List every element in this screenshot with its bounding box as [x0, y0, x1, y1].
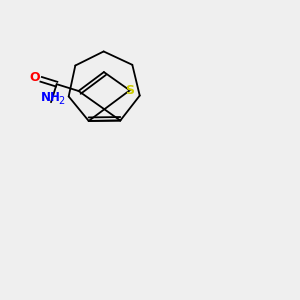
Text: S: S	[125, 84, 134, 97]
Text: NH: NH	[41, 91, 61, 104]
Text: O: O	[29, 71, 40, 84]
Text: 2: 2	[58, 96, 64, 106]
